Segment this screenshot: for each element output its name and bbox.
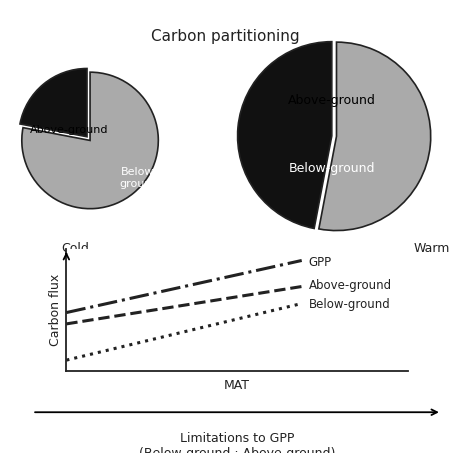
Text: Above-ground: Above-ground xyxy=(288,94,376,106)
Text: Below-
ground: Below- ground xyxy=(119,167,159,189)
Text: Below-ground: Below-ground xyxy=(309,298,391,311)
Y-axis label: Carbon flux: Carbon flux xyxy=(49,274,62,347)
Wedge shape xyxy=(22,72,158,209)
Wedge shape xyxy=(20,68,87,137)
Wedge shape xyxy=(237,42,332,228)
Text: Warm: Warm xyxy=(414,242,450,255)
Text: Cold: Cold xyxy=(62,242,90,255)
Text: Below-ground: Below-ground xyxy=(289,162,375,175)
Text: Limitations to GPP
(Below-ground : Above-ground): Limitations to GPP (Below-ground : Above… xyxy=(139,432,335,453)
Text: Above-ground: Above-ground xyxy=(30,125,109,135)
Text: Above-ground: Above-ground xyxy=(309,279,392,292)
Text: GPP: GPP xyxy=(309,256,332,269)
Wedge shape xyxy=(319,42,431,231)
Text: MAT: MAT xyxy=(224,379,250,392)
Text: Carbon partitioning: Carbon partitioning xyxy=(151,29,300,44)
